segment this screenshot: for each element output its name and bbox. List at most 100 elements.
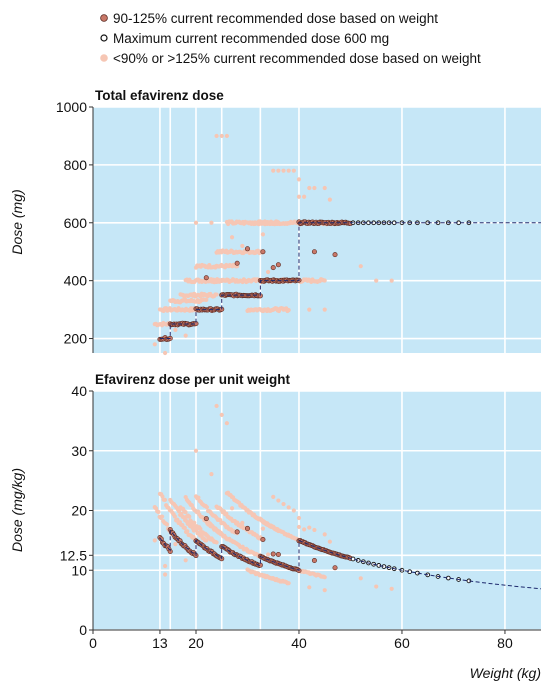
data-point-out-range [152,538,157,543]
x-tick-label: 40 [291,635,307,651]
data-point-out-range [286,308,291,313]
data-point-out-range [302,194,307,199]
data-point-out-range [162,497,168,502]
data-point-out-range [296,177,302,182]
data-point-out-range [322,185,327,191]
data-point-out-range [281,501,286,507]
data-point-out-range [260,232,266,237]
data-point-out-range [193,220,199,225]
data-point-in-range [203,516,209,522]
data-point-out-range [224,133,229,139]
data-point-out-range [312,185,317,191]
data-point-out-range [162,572,168,577]
x-tick-label: 80 [497,635,513,651]
data-point-out-range [214,133,219,139]
data-point-in-range [332,565,338,571]
data-point-out-range [296,515,302,521]
x-tick-label: 0 [89,635,97,651]
legend-marker-2 [100,54,108,62]
data-point-out-range [271,307,276,312]
data-point-out-range [182,525,187,531]
data-point-out-range [219,133,224,139]
y-tick-label: 12.5 [60,547,87,563]
data-point-in-range [275,262,281,268]
data-point-out-range [296,524,302,530]
data-point-in-range [311,249,317,255]
data-point-in-range [167,548,173,554]
data-point-in-range [260,249,266,255]
data-point-max-dose [355,558,361,563]
data-point-out-range [291,508,296,513]
data-point-in-range [332,252,338,258]
data-point-out-range [307,585,312,590]
data-point-out-range [276,528,281,534]
y-tick-label: 400 [64,273,88,289]
data-point-out-range [307,307,312,312]
y-axis-label: Dose (mg) [9,189,25,254]
data-point-out-range [183,333,188,338]
data-point-out-range [358,576,363,581]
data-point-out-range [214,292,219,297]
data-point-out-range [193,448,199,453]
data-point-out-range [214,403,219,409]
data-point-out-range [160,494,165,499]
data-point-out-range [209,220,214,225]
chart-legend: 90-125% current recommended dose based o… [100,11,481,66]
data-point-out-range [322,575,327,580]
data-point-out-range [276,498,281,503]
data-point-out-range [281,168,286,173]
data-point-out-range [214,540,219,545]
data-point-out-range [307,185,312,191]
data-point-out-range [291,168,296,173]
data-point-out-range [209,472,214,477]
data-point-out-range [374,584,379,589]
legend-label-2: <90% or >125% current recommended dose b… [113,51,481,66]
data-point-out-range [276,220,281,225]
y-tick-label: 200 [64,331,88,347]
data-point-out-range [192,520,197,525]
data-point-out-range [204,538,209,543]
data-point-in-range [203,275,209,281]
data-point-out-range [187,514,192,519]
panel-title: Efavirenz dose per unit weight [95,372,291,387]
data-point-out-range [322,278,327,283]
data-point-out-range [204,505,209,510]
data-point-out-range [327,197,332,202]
y-tick-label: 30 [71,443,87,459]
data-point-out-range [276,168,281,173]
data-point-out-range [389,586,394,591]
x-tick-label: 13 [152,635,168,651]
data-point-out-range [183,558,188,563]
data-point-out-range [156,509,161,515]
data-point-in-range [260,536,266,542]
data-point-out-range [229,235,235,240]
data-point-out-range [260,526,266,531]
data-point-out-range [286,505,291,510]
data-point-out-range [307,525,312,530]
data-point-out-range [322,588,327,593]
data-point-in-range [234,260,240,266]
data-point-out-range [172,514,177,519]
x-tick-label: 60 [394,635,410,651]
data-point-out-range [162,563,168,569]
data-point-out-range [271,168,276,173]
data-point-out-range [164,522,170,527]
data-point-out-range [204,297,209,302]
data-point-out-range [229,506,235,511]
data-point-out-range [358,264,363,269]
legend-marker-1 [100,34,108,42]
data-point-out-range [322,532,327,537]
data-point-out-range [265,552,271,557]
data-point-out-range [322,307,327,312]
data-point-out-range [173,542,178,547]
data-point-out-range [281,307,286,312]
data-point-out-range [173,327,178,332]
data-point-out-range [219,412,224,417]
data-point-out-range [312,527,317,533]
y-tick-label: 10 [71,562,87,578]
legend-label-0: 90-125% current recommended dose based o… [113,11,438,26]
data-point-out-range [162,350,168,356]
legend-marker-0 [100,14,108,22]
data-point-out-range [240,520,245,525]
data-point-out-range [159,514,165,519]
